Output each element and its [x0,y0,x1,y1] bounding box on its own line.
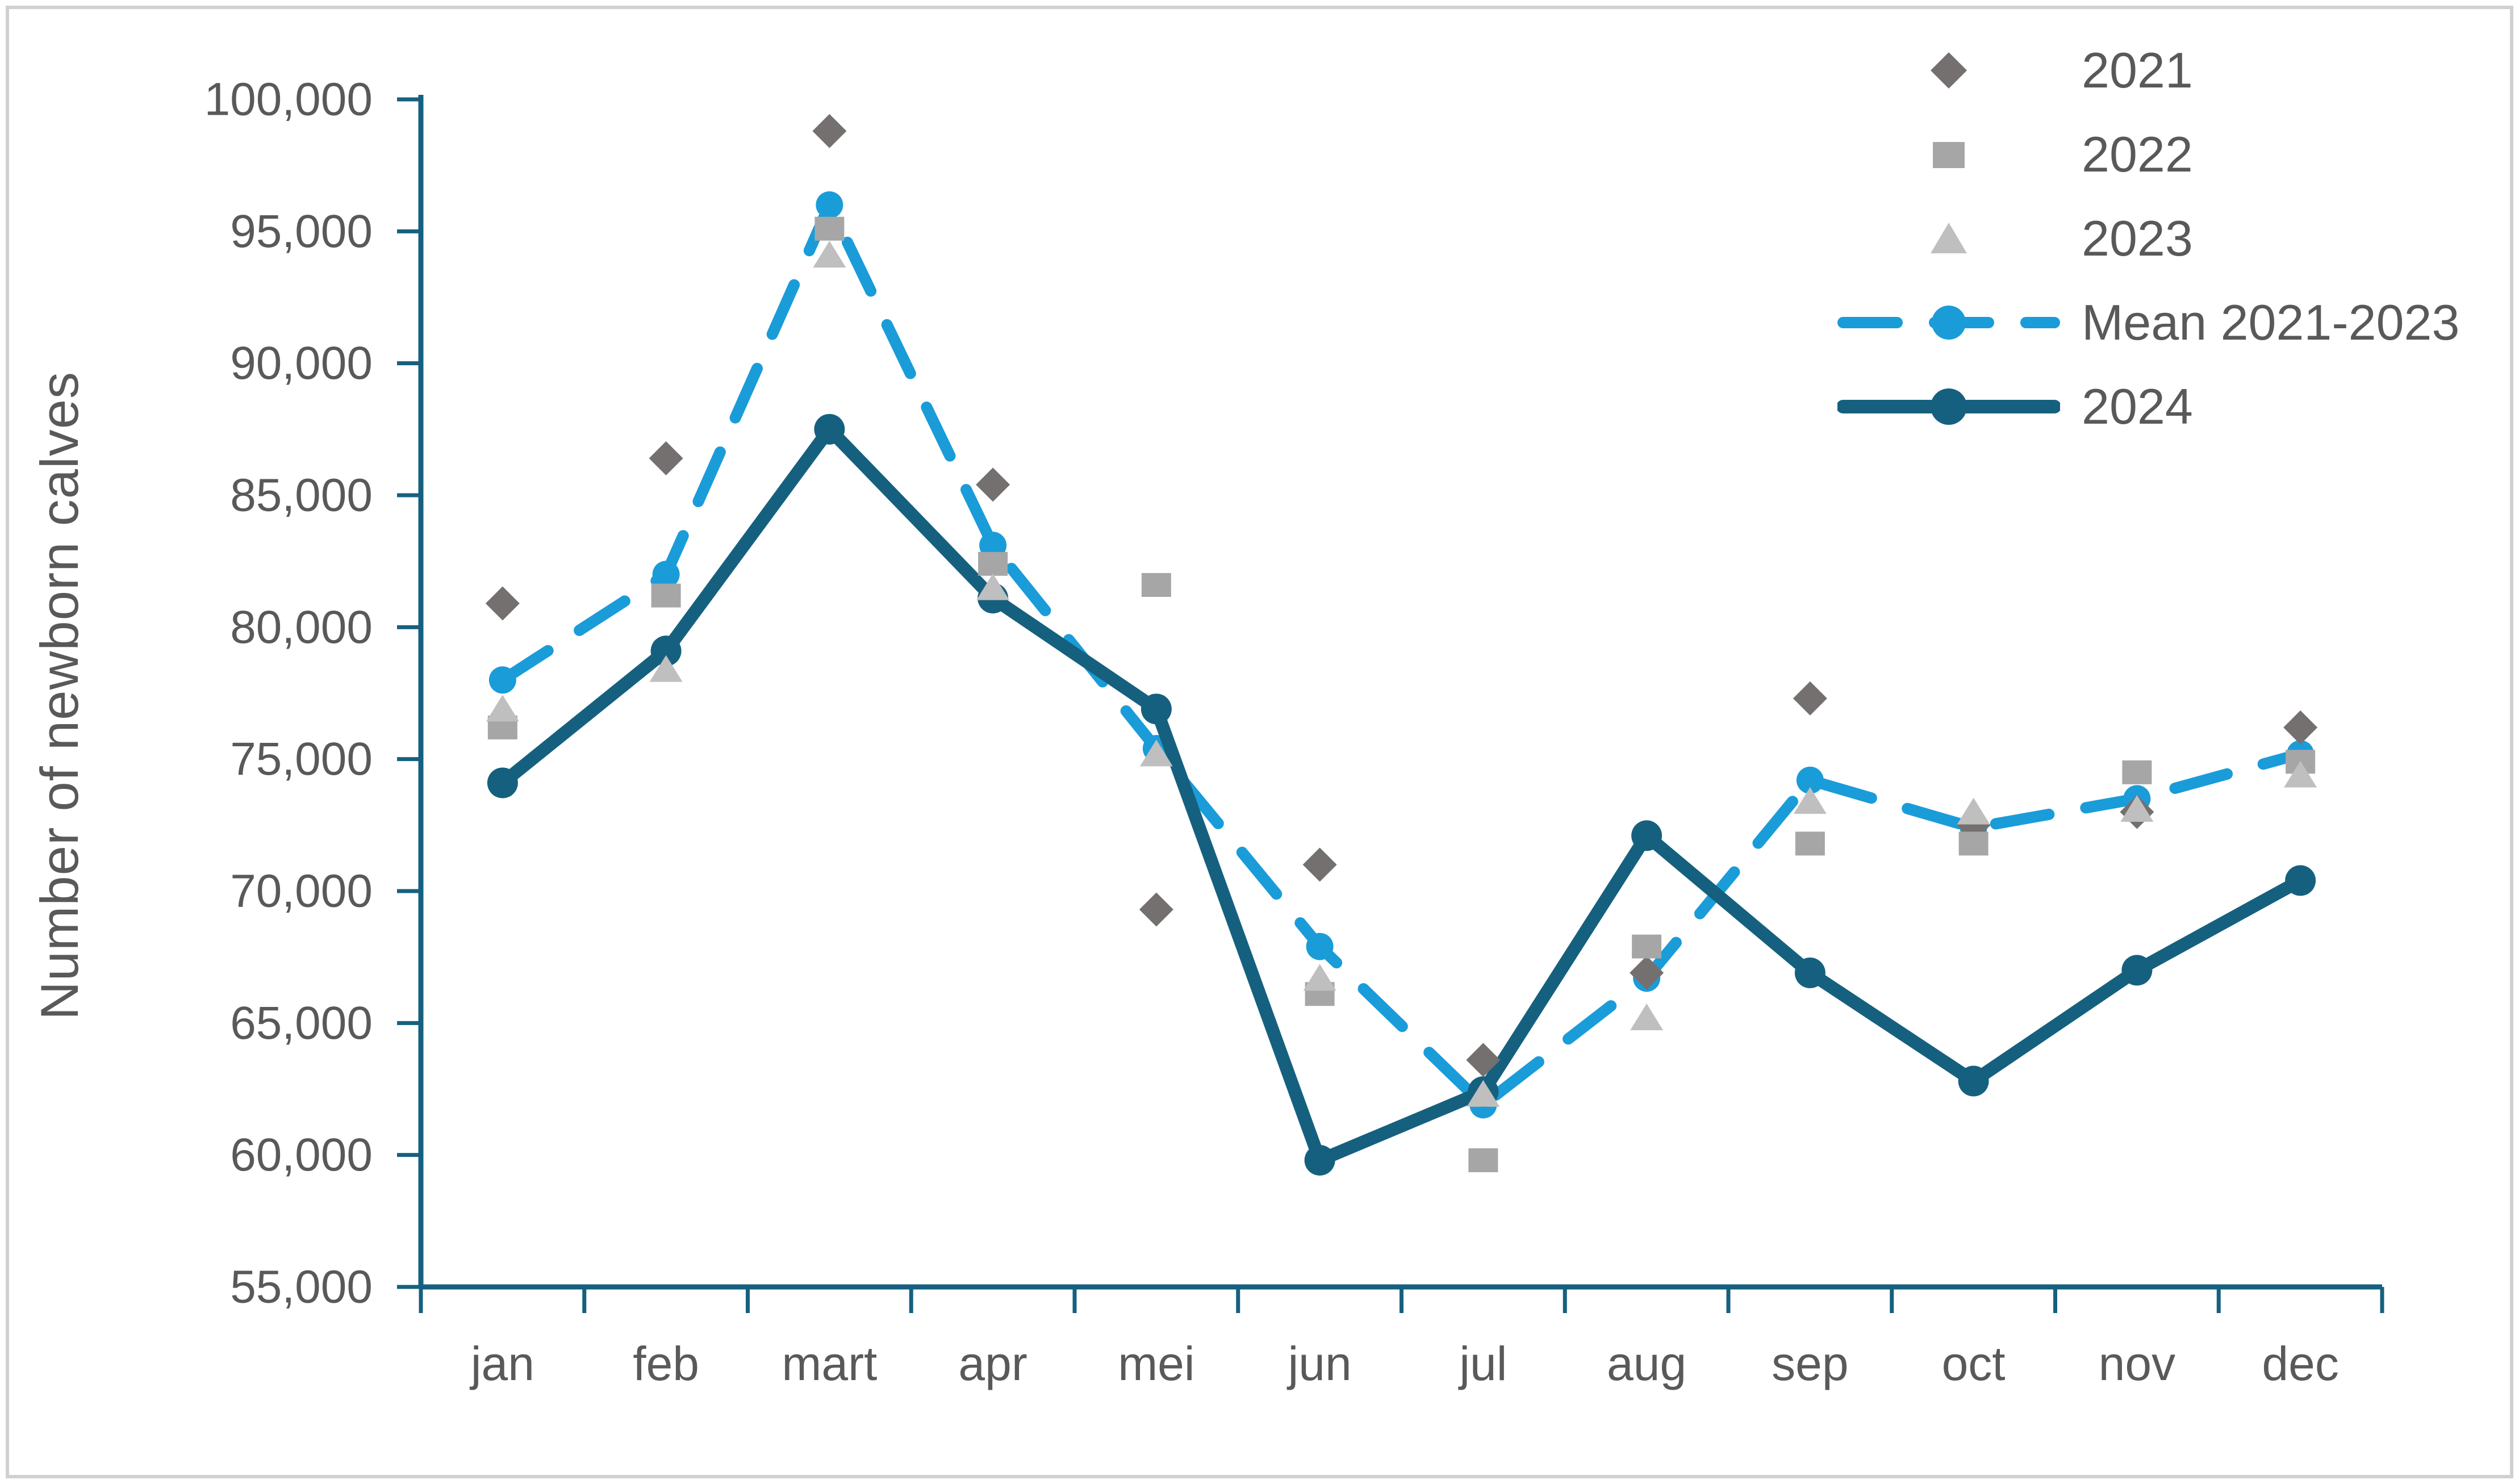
legend-label: 2022 [2082,126,2193,182]
triangle-marker [976,573,1010,600]
triangle-marker [1957,797,1990,825]
triangle-marker [486,695,519,722]
series-2024 [487,413,2316,1176]
diamond-marker [1466,1043,1501,1077]
circle-marker [1306,933,1334,960]
Mean 2021-2023-line [496,199,2307,1111]
square-marker-icon [1933,142,1965,168]
circle-marker [1631,820,1662,851]
legend-item-2021: 2021 [1837,28,2459,112]
square-marker [1795,831,1825,856]
diamond-marker [976,467,1010,502]
y-tick-label: 100,000 [204,74,373,126]
legend-item-2024: 2024 [1837,365,2459,449]
x-tick-label: sep [1772,1337,1848,1390]
y-axis-ticks: 55,000 60,000 65,000 70,000 75,000 80,000 85,0… [204,74,421,1313]
chart-border [6,6,2513,1478]
circle-marker [487,767,518,799]
diamond-marker-icon [1931,52,1967,89]
diamond-marker [1139,892,1173,927]
x-tick-label: jul [1457,1337,1507,1390]
triangle-marker [1630,1004,1664,1031]
x-axis-ticks: jan feb mart apr mei jun jul aug sep oct nov dec [419,1287,2384,1390]
y-tick-label: 85,000 [230,470,373,521]
square-marker [1468,1148,1498,1172]
diamond-marker [649,441,683,475]
x-tick-label: mart [782,1337,877,1390]
triangle-marker [1467,1080,1500,1107]
legend-item-2023: 2023 [1837,197,2459,281]
y-tick-label: 55,000 [230,1261,373,1313]
y-tick-label: 60,000 [230,1129,373,1181]
dashed-line-marker-icon [1837,306,2060,340]
y-tick-label: 80,000 [230,601,373,653]
triangle-marker [1139,739,1173,767]
square-marker [1632,934,1662,959]
triangle-marker [2284,760,2317,788]
square-marker [2122,760,2152,784]
diamond-marker [1302,847,1337,882]
circle-marker [1304,1144,1335,1176]
circle-marker [652,561,680,588]
y-tick-label: 95,000 [230,206,373,257]
diamond-marker [1793,681,1827,716]
circle-marker [650,636,682,667]
legend-label: 2023 [2082,210,2193,266]
square-marker [814,216,845,241]
x-tick-label: mei [1118,1337,1194,1390]
x-tick-label: nov [2099,1337,2175,1390]
x-tick-label: jan [469,1337,534,1390]
circle-marker [1794,958,1825,989]
series-2022 [487,216,2316,1172]
y-tick-label: 65,000 [230,997,373,1049]
square-marker [1958,831,1989,856]
circle-marker [488,666,516,694]
circle-marker [2121,955,2153,986]
circle-marker [814,413,845,445]
diamond-marker [485,586,520,621]
diamond-marker [2283,710,2318,745]
x-tick-label: apr [958,1337,1027,1390]
diamond-marker [812,114,847,148]
legend-item-mean: Mean 2021-2023 [1837,281,2459,365]
triangle-marker-icon [1931,223,1967,253]
2024-line [496,423,2307,1167]
x-tick-label: aug [1607,1337,1686,1390]
triangle-marker [1303,964,1336,991]
square-marker [1141,572,1171,597]
triangle-marker [813,241,846,268]
series-2023 [486,241,2317,1107]
x-tick-label: oct [1942,1337,2006,1390]
circle-marker [1796,766,1824,794]
x-tick-label: dec [2262,1337,2338,1390]
x-tick-label: feb [633,1337,699,1390]
circle-marker [1141,693,1172,725]
solid-line-marker-icon [1837,388,2060,425]
legend-label: 2024 [2082,378,2193,434]
circle-marker [1958,1065,1989,1097]
legend-label: Mean 2021-2023 [2082,294,2460,350]
circle-marker [2285,865,2316,896]
square-marker [978,551,1008,576]
triangle-marker [2120,795,2154,822]
legend: 2021 2022 2023 Mean 2021-2023 2024 [1837,28,2459,449]
square-marker [651,583,681,608]
y-tick-label: 90,000 [230,337,373,389]
x-tick-label: jun [1286,1337,1352,1390]
diamond-marker [1630,956,1664,990]
triangle-marker [1793,787,1827,814]
legend-label: 2021 [2082,42,2193,98]
legend-item-2022: 2022 [1837,112,2459,197]
triangle-marker [649,655,683,682]
y-tick-label: 75,000 [230,733,373,785]
y-tick-label: 70,000 [230,866,373,917]
circle-marker [816,191,843,219]
